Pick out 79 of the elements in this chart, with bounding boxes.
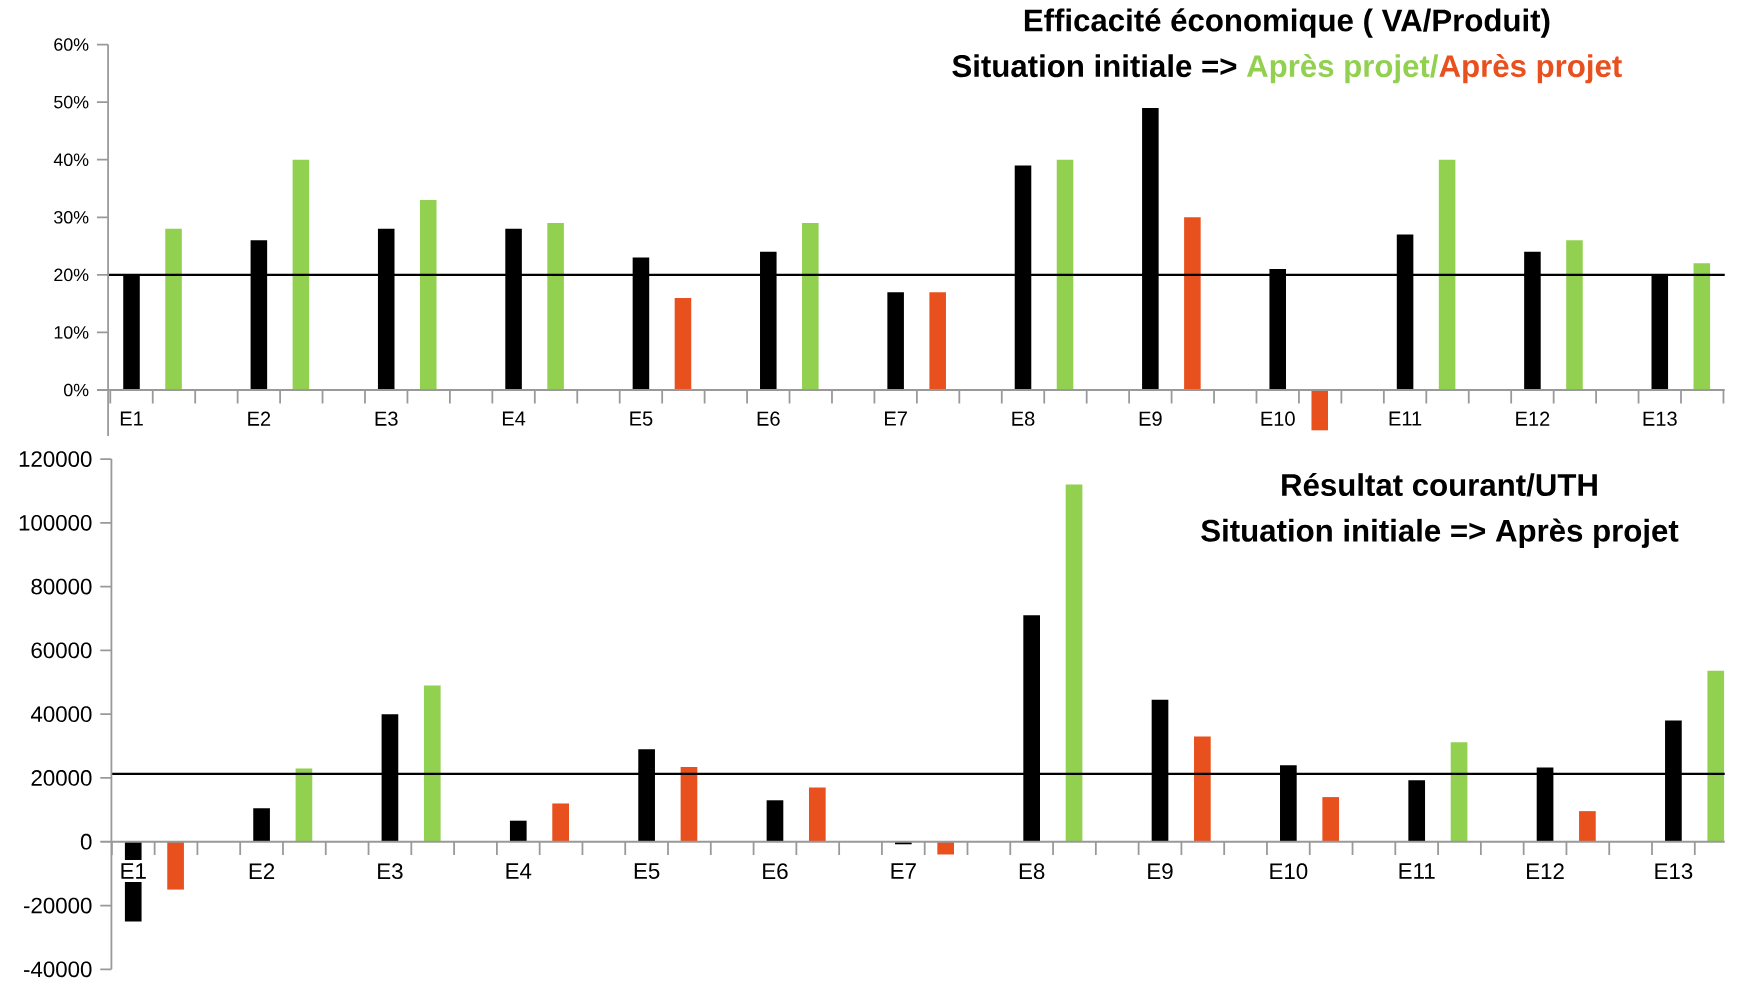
- bar: [1566, 240, 1583, 391]
- x-tick-label: E5: [630, 411, 653, 426]
- x-tick-label: E11: [1399, 863, 1435, 879]
- x-tick-label: E10: [1270, 863, 1308, 880]
- x-tick-label: E10: [1261, 411, 1295, 426]
- bar: [1322, 797, 1340, 842]
- y-tick-label: 40000: [30, 706, 92, 723]
- x-tick-label: E6: [757, 411, 780, 426]
- x-tick-label: E7: [891, 863, 916, 879]
- x-tick-label: E3: [378, 863, 403, 880]
- x-tick-label: E11: [1389, 411, 1422, 426]
- y-tick-label: 30%: [54, 211, 89, 224]
- y-tick-label: 0: [80, 833, 92, 850]
- x-tick-label: E5: [634, 863, 660, 879]
- x-tick-label: E13: [1643, 411, 1677, 426]
- x-tick-label: E9: [1148, 863, 1173, 880]
- y-tick-label: 20000: [31, 770, 92, 786]
- y-tick-label: 120000: [19, 451, 92, 467]
- x-tick-label: E9: [1139, 411, 1162, 426]
- y-tick-label: 60%: [54, 38, 89, 51]
- bar: [1056, 159, 1074, 391]
- bar: [929, 292, 946, 391]
- x-tick-label: E1: [120, 411, 143, 426]
- x-tick-label: E3: [375, 411, 398, 426]
- bar: [887, 292, 904, 391]
- bar: [1707, 670, 1725, 842]
- bar: [1693, 263, 1711, 391]
- bar: [1408, 780, 1426, 842]
- y-tick-label: 0%: [64, 383, 89, 397]
- x-tick-label: E1: [121, 863, 146, 879]
- text: Situation initiale => Après projet: [1201, 518, 1679, 549]
- y-tick-label: 40%: [53, 153, 89, 167]
- y-tick-label: -20000: [24, 897, 92, 914]
- bar: [1450, 742, 1468, 842]
- x-tick-label: E12: [1527, 863, 1564, 880]
- bar: [167, 841, 184, 890]
- x-tick-label: E8: [1012, 411, 1035, 426]
- chart-title: Efficacité économique ( VA/Produit): [1024, 8, 1550, 38]
- bar: [423, 685, 441, 842]
- y-tick-label: -40000: [24, 961, 92, 978]
- bar: [937, 841, 955, 855]
- bar: [552, 803, 569, 842]
- x-tick-label: E2: [249, 863, 275, 880]
- x-tick-label: E2: [248, 411, 271, 426]
- bar: [1311, 390, 1329, 431]
- y-tick-label: 100000: [19, 515, 92, 531]
- bar: [1194, 736, 1211, 842]
- y-tick-label: 10%: [54, 326, 89, 339]
- bar: [165, 228, 182, 391]
- x-tick-label: E7: [885, 411, 907, 426]
- y-tick-label: 80000: [31, 578, 92, 595]
- bar: [253, 808, 270, 842]
- x-tick-label: E8: [1019, 863, 1045, 880]
- y-tick-label: 20%: [54, 268, 89, 282]
- bar: [1065, 484, 1083, 842]
- bar: [1438, 159, 1456, 391]
- x-tick-label: E4: [506, 863, 532, 879]
- x-tick-label: E12: [1516, 411, 1550, 426]
- bar: [680, 767, 698, 842]
- annotation: Après projet: [1439, 54, 1622, 84]
- y-tick-label: 60000: [31, 642, 92, 659]
- x-tick-label: E4: [502, 411, 526, 426]
- chart-subtitle: Situation initiale =>: [952, 54, 1237, 78]
- x-tick-label: E13: [1655, 863, 1693, 880]
- bar: [802, 223, 819, 391]
- bar: [766, 800, 784, 842]
- annotation: Après projet/: [1246, 54, 1439, 84]
- bar: [292, 159, 310, 391]
- bar: [1184, 217, 1201, 391]
- bar: [419, 200, 437, 391]
- bar: [509, 820, 527, 842]
- bar: [547, 223, 564, 391]
- bar: [808, 787, 826, 842]
- bar: [1579, 811, 1596, 842]
- y-tick-label: 50%: [54, 95, 89, 109]
- x-tick-label: E6: [763, 863, 788, 880]
- chart-title: Résultat courant/UTH: [1282, 472, 1597, 497]
- bar: [674, 297, 692, 391]
- bar: [295, 768, 313, 842]
